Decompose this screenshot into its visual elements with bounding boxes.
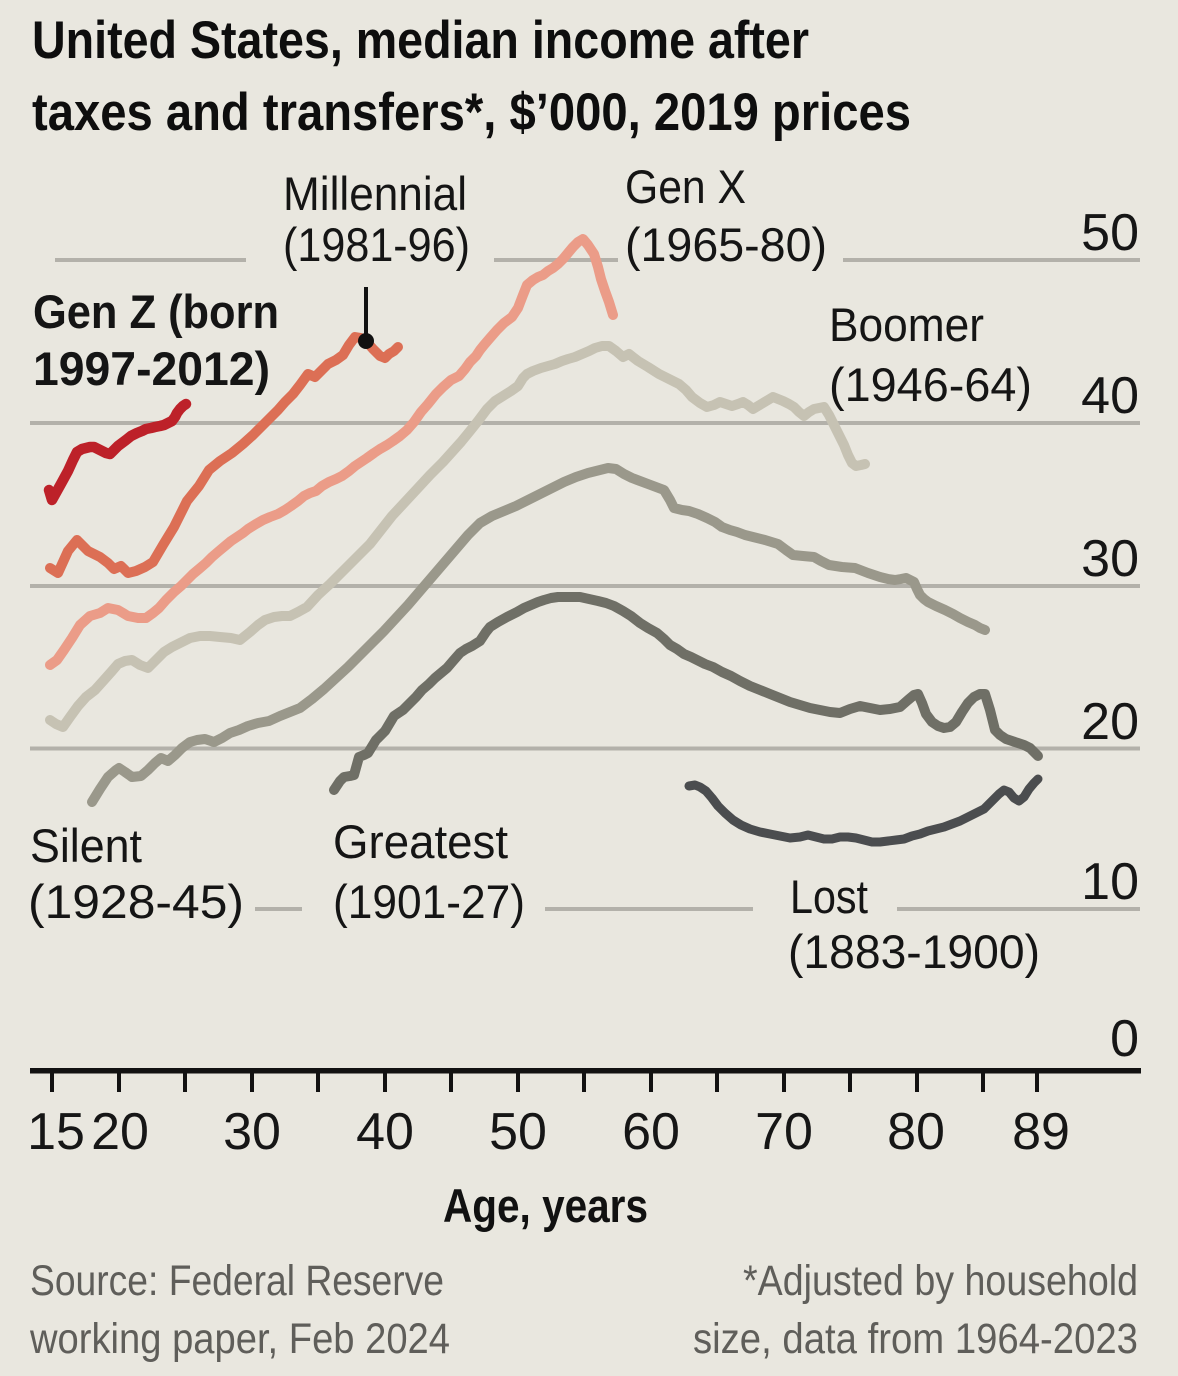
svg-text:30: 30: [223, 1103, 281, 1161]
svg-text:Gen Z (born: Gen Z (born: [33, 285, 279, 338]
svg-text:20: 20: [91, 1103, 149, 1161]
svg-text:15: 15: [27, 1103, 85, 1161]
svg-text:Boomer: Boomer: [829, 298, 984, 351]
svg-text:1997-2012): 1997-2012): [33, 342, 270, 395]
svg-text:working paper, Feb 2024: working paper, Feb 2024: [29, 1315, 450, 1363]
svg-text:(1883-1900): (1883-1900): [788, 925, 1040, 978]
svg-text:89: 89: [1012, 1103, 1070, 1161]
svg-text:taxes and transfers*, $’000, 2: taxes and transfers*, $’000, 2019 prices: [32, 83, 911, 142]
svg-text:Silent: Silent: [30, 819, 142, 872]
svg-text:40: 40: [356, 1103, 414, 1161]
svg-text:(1946-64): (1946-64): [829, 358, 1032, 411]
svg-text:40: 40: [1081, 367, 1139, 425]
svg-text:70: 70: [755, 1103, 813, 1161]
svg-text:United States, median income a: United States, median income after: [32, 11, 809, 70]
svg-text:Source: Federal Reserve: Source: Federal Reserve: [30, 1257, 444, 1305]
svg-text:0: 0: [1110, 1010, 1139, 1068]
svg-text:Lost: Lost: [790, 870, 868, 923]
svg-text:60: 60: [622, 1103, 680, 1161]
svg-text:(1981-96): (1981-96): [283, 218, 470, 271]
svg-text:(1928-45): (1928-45): [28, 875, 244, 928]
svg-text:(1965-80): (1965-80): [625, 218, 827, 271]
svg-text:size, data from 1964-2023: size, data from 1964-2023: [693, 1315, 1138, 1363]
svg-text:Millennial: Millennial: [283, 167, 467, 220]
svg-text:20: 20: [1081, 693, 1139, 751]
svg-text:*Adjusted by household: *Adjusted by household: [743, 1257, 1138, 1305]
svg-text:50: 50: [1081, 204, 1139, 262]
svg-text:Gen X: Gen X: [625, 160, 746, 213]
svg-text:30: 30: [1081, 530, 1139, 588]
svg-text:50: 50: [489, 1103, 547, 1161]
svg-text:10: 10: [1081, 853, 1139, 911]
svg-text:(1901-27): (1901-27): [333, 875, 525, 928]
svg-text:Greatest: Greatest: [333, 815, 508, 868]
svg-text:80: 80: [887, 1103, 945, 1161]
svg-text:Age, years: Age, years: [443, 1179, 648, 1232]
